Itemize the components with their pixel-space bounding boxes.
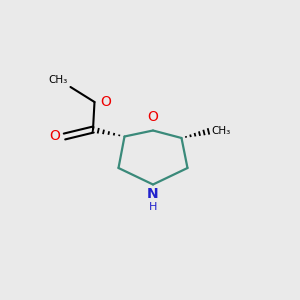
Text: O: O	[100, 95, 111, 109]
Text: N: N	[147, 187, 159, 201]
Text: CH₃: CH₃	[211, 126, 230, 136]
Text: H: H	[149, 202, 157, 212]
Text: O: O	[49, 130, 60, 143]
Text: CH₃: CH₃	[48, 75, 68, 85]
Text: O: O	[148, 110, 158, 124]
